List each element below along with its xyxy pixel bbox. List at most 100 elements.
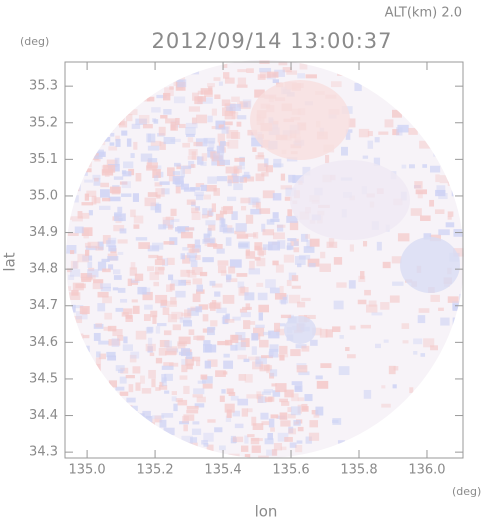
texture-cell xyxy=(218,81,223,86)
texture-cell xyxy=(121,130,128,136)
texture-cell xyxy=(429,165,441,173)
texture-cell xyxy=(294,386,301,390)
texture-cell xyxy=(196,396,206,403)
texture-cell xyxy=(197,156,204,165)
texture-cell xyxy=(223,121,233,126)
texture-cell xyxy=(227,139,239,149)
texture-cell xyxy=(140,153,153,162)
texture-cell xyxy=(85,150,94,159)
texture-cell xyxy=(265,165,273,173)
texture-cell xyxy=(177,79,187,88)
texture-cell xyxy=(107,256,119,261)
texture-cell xyxy=(280,185,292,190)
texture-cell xyxy=(135,118,147,125)
texture-cell xyxy=(194,403,205,408)
texture-cell xyxy=(135,77,147,85)
texture-cell xyxy=(128,414,134,422)
texture-cell xyxy=(207,243,218,248)
texture-cell xyxy=(337,66,345,76)
texture-cell xyxy=(227,179,232,187)
texture-cell xyxy=(107,446,118,455)
texture-cell xyxy=(217,133,225,143)
texture-cell xyxy=(225,237,232,246)
texture-cell xyxy=(424,81,432,88)
texture-cell xyxy=(446,116,453,124)
texture-cell xyxy=(192,278,203,285)
texture-cell xyxy=(439,417,451,423)
texture-cell xyxy=(138,90,144,99)
texture-cell xyxy=(137,286,147,295)
texture-cell xyxy=(381,403,391,408)
texture-cell xyxy=(425,81,437,90)
texture-cell xyxy=(239,308,248,313)
texture-cell xyxy=(332,419,339,423)
texture-cell xyxy=(232,436,244,443)
texture-cell xyxy=(172,324,181,331)
texture-cell xyxy=(150,140,162,147)
texture-cell xyxy=(163,69,169,73)
texture-cell xyxy=(252,201,260,208)
texture-cell xyxy=(462,139,464,146)
texture-cell xyxy=(165,216,174,221)
texture-cell xyxy=(367,131,373,137)
texture-cell xyxy=(257,152,264,158)
texture-cell xyxy=(71,421,77,430)
texture-cell xyxy=(169,86,174,90)
texture-cell xyxy=(379,76,391,83)
texture-cell xyxy=(185,460,193,468)
texture-cell xyxy=(179,375,188,380)
texture-cell xyxy=(235,223,247,232)
texture-cell xyxy=(80,152,87,162)
texture-cell xyxy=(408,127,418,135)
texture-cell xyxy=(132,193,140,202)
texture-cell xyxy=(251,346,257,355)
texture-cell xyxy=(89,66,95,71)
texture-cell xyxy=(250,437,260,445)
texture-cell xyxy=(442,408,449,412)
texture-cell xyxy=(284,436,293,442)
texture-cell xyxy=(388,75,400,85)
texture-cell xyxy=(382,261,391,269)
texture-cell xyxy=(147,158,158,163)
texture-cell xyxy=(207,327,215,336)
texture-cell xyxy=(422,164,428,168)
texture-cell xyxy=(231,132,241,140)
texture-cell xyxy=(133,224,140,229)
texture-cell xyxy=(104,112,115,120)
texture-cell xyxy=(153,175,159,181)
texture-cell xyxy=(191,356,201,362)
texture-cell xyxy=(310,339,318,346)
texture-cell xyxy=(201,440,208,445)
texture-cell xyxy=(77,211,83,219)
texture-cell xyxy=(216,176,228,182)
texture-cell xyxy=(76,404,85,412)
texture-cell xyxy=(97,261,107,271)
texture-cell xyxy=(301,345,310,352)
texture-cell xyxy=(167,224,173,230)
texture-cell xyxy=(191,207,199,214)
texture-cell xyxy=(142,291,153,301)
texture-cell xyxy=(96,96,102,103)
texture-cell xyxy=(202,239,214,244)
texture-cell xyxy=(204,90,213,97)
texture-cell xyxy=(226,129,239,139)
texture-cell xyxy=(73,364,83,369)
texture-cell xyxy=(249,321,256,325)
texture-cell xyxy=(438,381,445,391)
texture-cell xyxy=(247,408,253,413)
texture-cell xyxy=(447,211,454,217)
texture-cell xyxy=(163,330,172,336)
texture-cell xyxy=(67,170,73,176)
texture-cell xyxy=(84,242,91,248)
chart-title: 2012/09/14 13:00:37 xyxy=(151,29,392,53)
texture-cell xyxy=(145,327,153,334)
texture-cell xyxy=(86,190,97,197)
texture-cell xyxy=(405,101,418,106)
texture-cell xyxy=(155,69,163,77)
texture-cell xyxy=(147,346,153,353)
texture-cell xyxy=(240,338,250,348)
texture-cell xyxy=(296,440,303,444)
texture-cell xyxy=(419,140,431,149)
texture-cell xyxy=(180,253,185,260)
texture-cell xyxy=(290,349,301,357)
